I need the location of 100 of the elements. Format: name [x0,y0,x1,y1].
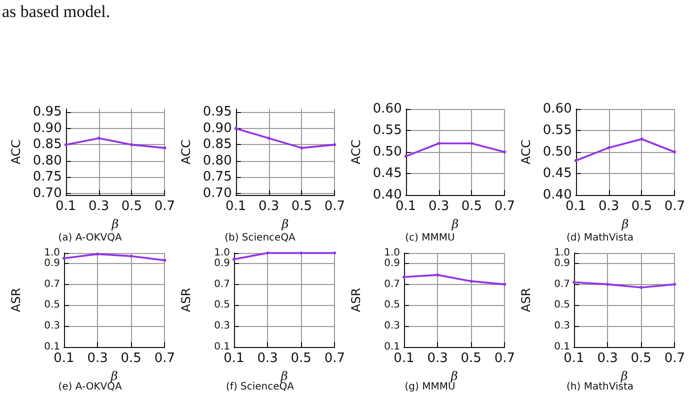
y-tick-label: 0.90 [32,120,62,136]
y-axis-title: ASR [179,288,193,312]
y-tick-label: 0.90 [202,120,232,136]
x-tick-label: 0.1 [394,351,414,366]
x-tick-label: 0.3 [257,351,278,366]
x-tick-label: 0.3 [258,199,280,214]
y-tick-label: 0.3 [214,320,230,332]
x-axis-title: β [450,368,458,383]
y-tick-label: 1.0 [554,248,570,258]
x-tick-label: 0.7 [664,351,686,366]
y-tick-label: 1.0 [384,248,400,258]
y-tick-label: 0.80 [202,153,232,168]
y-tick-label: 0.3 [554,320,570,332]
point [640,138,644,141]
x-tick-label: 0.7 [324,351,346,366]
x-tick-label: 0.1 [564,351,584,366]
y-tick-label: 0.7 [44,278,60,290]
x-axis-title: β [620,368,628,383]
y-tick-label: 0.1 [554,342,570,352]
x-tick-label: 0.5 [291,199,312,214]
x-tick-label: 0.5 [631,199,652,214]
point [163,146,166,150]
point [234,126,238,130]
x-axis-title: β [450,216,459,231]
x-axis-title: β [620,216,629,231]
x-tick-label: 0.7 [154,199,176,214]
point [300,146,304,150]
y-tick-label: 0.7 [554,278,570,290]
y-tick-label: 1.0 [214,248,230,258]
x-tick-label: 0.7 [154,351,176,366]
y-tick-label: 0.60 [542,102,572,116]
point [130,254,133,258]
text: (f) ScienceQA [226,382,294,392]
point [673,150,676,154]
y-tick-label: 0.7 [214,278,230,290]
point [436,273,440,276]
line-series [402,273,506,286]
text: (d) MathVista [566,232,634,244]
y-tick-label: 0.5 [44,300,60,311]
point [503,282,506,286]
point [333,143,336,146]
y-axis-title: ASR [349,288,363,312]
y-tick-label: 1.0 [44,248,60,258]
y-tick-label: 0.5 [554,300,570,311]
point [267,136,270,140]
x-tick-label: 0.1 [224,351,244,366]
y-tick-label: 0.45 [542,166,572,181]
x-tick-label: 0.7 [664,199,686,214]
text: (c) MMMU [405,232,455,244]
y-axis-title: ACC [9,140,23,164]
x-tick-label: 0.3 [428,199,450,214]
y-axis-title: ACC [179,140,193,164]
x-axis-title: β [110,216,119,231]
point [574,159,578,162]
y-tick-label: 0.9 [384,258,400,269]
y-tick-label: 0.1 [214,342,230,352]
point [404,154,408,158]
x-tick-label: 0.3 [87,351,108,366]
text: as based model. [2,2,110,22]
point [607,146,610,150]
y-tick-label: 0.55 [372,123,402,138]
y-tick-label: 0.3 [384,320,400,332]
text: (h) MathVista [566,382,634,392]
y-tick-label: 0.85 [32,137,62,152]
y-tick-label: 0.75 [202,170,232,185]
y-tick-label: 0.50 [542,144,572,160]
y-axis-title: ACC [519,140,533,164]
text: (e) A-OKVQA [58,382,122,392]
text: (b) ScienceQA [224,232,296,244]
x-tick-label: 0.1 [396,199,416,214]
point [163,258,166,262]
x-tick-label: 0.1 [226,199,246,214]
y-axis-title: ASR [9,288,23,312]
y-tick-label: 0.9 [214,258,230,269]
y-axis-title: ASR [519,288,533,312]
y-tick-label: 0.7 [384,278,400,290]
y-tick-label: 0.1 [384,342,400,352]
y-tick-label: 0.85 [202,137,232,152]
y-tick-label: 0.3 [44,320,60,332]
x-tick-label: 0.5 [460,351,482,366]
x-tick-label: 0.7 [494,351,516,366]
text: (g) MMMU [404,382,456,392]
y-tick-label: 0.50 [372,144,402,160]
x-tick-label: 0.3 [88,199,110,214]
point [470,280,473,283]
x-tick-label: 0.1 [54,351,74,366]
y-tick-label: 0.75 [32,170,62,185]
x-tick-label: 0.5 [630,351,652,366]
y-tick-label: 0.1 [44,342,60,352]
x-tick-label: 0.5 [121,199,142,214]
point [130,143,134,146]
x-tick-label: 0.5 [461,199,482,214]
point [503,150,506,154]
point [437,142,440,145]
y-tick-label: 0.45 [372,166,402,181]
text: (a) A-OKVQA [58,232,122,244]
y-tick-label: 0.95 [32,104,62,120]
point [62,256,66,260]
y-tick-label: 0.55 [542,123,572,138]
point [97,136,100,140]
